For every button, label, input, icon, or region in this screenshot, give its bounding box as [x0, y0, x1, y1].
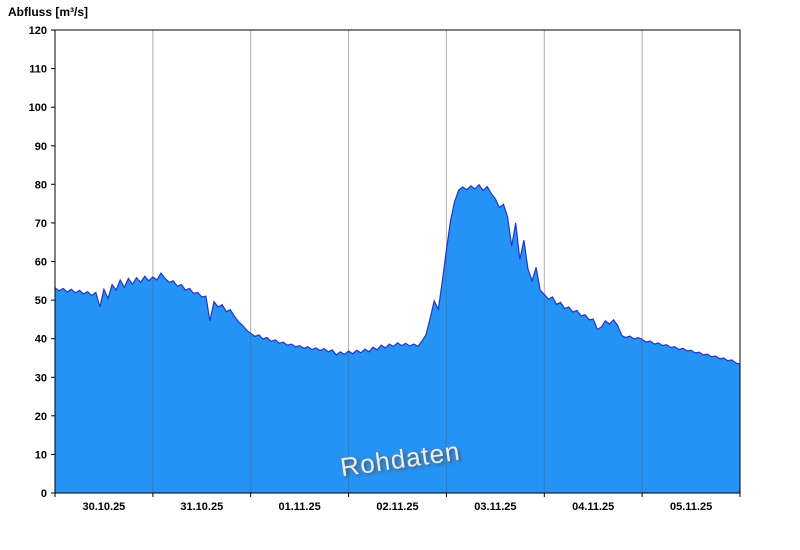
x-tick-label: 30.10.25 — [82, 501, 125, 513]
y-tick-label: 30 — [35, 372, 47, 384]
discharge-line — [54, 183, 741, 365]
y-tick-label: 10 — [35, 449, 47, 461]
y-tick-label: 60 — [35, 257, 47, 269]
y-tick-label: 0 — [41, 488, 47, 500]
y-tick-label: 70 — [35, 218, 47, 230]
y-tick-label: 100 — [29, 102, 47, 114]
discharge-area-fill — [55, 184, 740, 493]
x-tick-label: 02.11.25 — [376, 501, 418, 513]
y-tick-label: 120 — [29, 25, 47, 37]
y-tick-label: 40 — [35, 334, 47, 346]
x-tick-label: 31.10.25 — [180, 501, 223, 513]
y-tick-label: 50 — [35, 295, 47, 307]
x-tick-label: 03.11.25 — [474, 501, 516, 513]
y-tick-label: 90 — [35, 141, 47, 153]
y-tick-label: 110 — [29, 64, 47, 76]
y-tick-label: 20 — [35, 411, 47, 423]
y-tick-label: 80 — [35, 179, 47, 191]
chart-title: Abfluss [m³/s] — [8, 5, 89, 19]
x-tick-label: 05.11.25 — [670, 501, 712, 513]
x-tick-label: 01.11.25 — [278, 501, 320, 513]
x-tick-label: 04.11.25 — [572, 501, 614, 513]
